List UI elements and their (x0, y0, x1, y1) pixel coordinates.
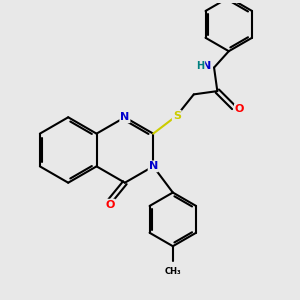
Text: N: N (120, 112, 130, 122)
Text: O: O (106, 200, 115, 210)
Text: S: S (173, 111, 181, 121)
Text: CH₃: CH₃ (164, 267, 181, 276)
Text: N: N (202, 61, 212, 71)
Text: N: N (148, 161, 158, 171)
Text: O: O (235, 104, 244, 114)
Text: H: H (196, 61, 204, 71)
